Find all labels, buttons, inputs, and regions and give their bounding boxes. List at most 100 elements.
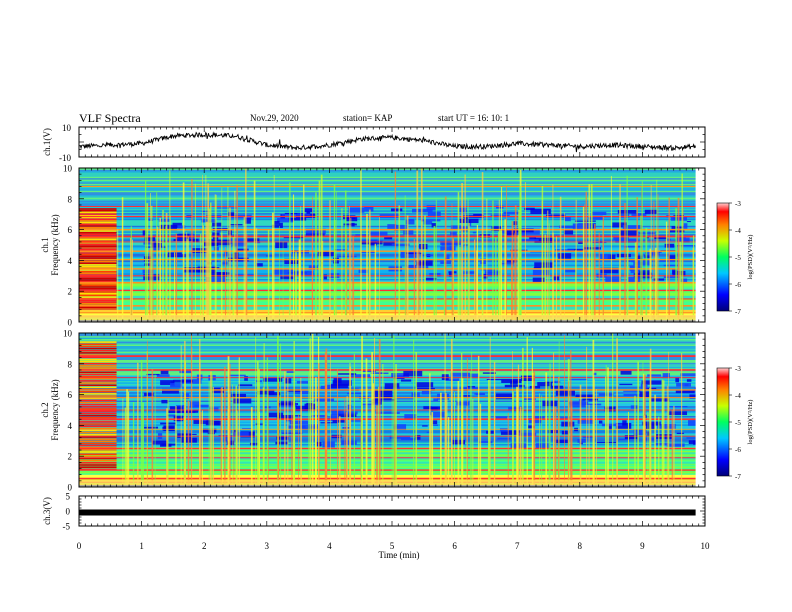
- noise-patch: [194, 404, 210, 408]
- spectrum-row: [79, 345, 705, 348]
- left-block-row: [79, 429, 117, 432]
- noise-patch: [651, 398, 670, 402]
- noise-patch: [668, 406, 688, 408]
- noise-patch: [257, 389, 275, 395]
- noise-patch: [440, 241, 461, 246]
- spectrum-row: [79, 292, 705, 295]
- noise-patch: [653, 278, 665, 281]
- noise-patch: [464, 216, 469, 220]
- noise-patch: [592, 372, 597, 376]
- spectrum-row: [79, 277, 705, 279]
- noise-patch: [450, 225, 462, 230]
- left-block-row: [79, 262, 117, 265]
- noise-patch: [281, 214, 303, 216]
- spectrum-row: [79, 368, 705, 370]
- noise-patch: [638, 270, 650, 276]
- spectrum-row: [79, 354, 705, 356]
- spectrum-row: [79, 261, 705, 264]
- noise-patch: [564, 216, 571, 222]
- noise-patch: [575, 394, 594, 398]
- noise-patch: [205, 420, 220, 426]
- y-tick-label: 10: [63, 164, 73, 174]
- noise-patch: [212, 236, 219, 240]
- noise-patch: [277, 217, 294, 223]
- noise-patch: [268, 412, 284, 418]
- spectrum-row: [79, 254, 705, 257]
- left-block-row: [79, 423, 117, 425]
- noise-patch: [423, 406, 432, 410]
- spectrum-row: [79, 247, 705, 250]
- spectrum-row: [79, 257, 705, 260]
- noise-patch: [560, 417, 571, 419]
- left-block-row: [79, 242, 117, 244]
- spectrum-row: [79, 358, 705, 360]
- left-block-row: [79, 291, 117, 293]
- left-block-row: [79, 436, 117, 438]
- noise-patch: [421, 390, 432, 395]
- noise-patch: [627, 277, 642, 283]
- left-block-row: [79, 286, 117, 288]
- date-label: Nov.29, 2020: [250, 113, 299, 123]
- no-data-region: [695, 168, 705, 322]
- noise-patch: [689, 394, 698, 399]
- left-block-row: [79, 457, 117, 460]
- y-tick-label: 10: [62, 123, 72, 133]
- left-block-row: [79, 349, 117, 352]
- x-tick-label: 0: [77, 541, 82, 551]
- noise-patch: [496, 205, 504, 209]
- spectrum-row: [79, 204, 705, 207]
- noise-patch: [320, 422, 338, 424]
- noise-patch: [329, 252, 335, 257]
- spectrum-row: [79, 203, 705, 205]
- noise-patch: [166, 414, 177, 417]
- noise-patch: [431, 223, 437, 228]
- left-block-row: [79, 380, 117, 382]
- noise-patch: [448, 272, 454, 277]
- spectrum-row: [79, 361, 705, 363]
- ch3-y-axis-label: ch.3(V): [42, 497, 52, 525]
- noise-patch: [561, 430, 569, 435]
- left-block-row: [79, 384, 117, 387]
- spectrum-row: [79, 347, 705, 349]
- colorbar-tick-label: -3: [735, 365, 741, 373]
- y-tick-label: 4: [68, 256, 73, 266]
- left-block-row: [79, 362, 117, 365]
- left-block-row: [79, 253, 117, 256]
- left-block-row: [79, 347, 117, 350]
- x-tick-label: 1: [139, 541, 144, 551]
- noise-patch: [624, 246, 642, 248]
- noise-patch: [246, 238, 260, 243]
- spectrogram-image: [79, 168, 705, 322]
- left-block-row: [79, 284, 117, 287]
- noise-patch: [548, 430, 558, 434]
- y-tick-label: -5: [63, 522, 71, 532]
- spectrogram-image: [79, 333, 705, 487]
- noise-patch: [601, 423, 623, 427]
- spectrum-row: [79, 219, 705, 222]
- spectrum-row: [79, 218, 705, 221]
- noise-patch: [393, 424, 407, 431]
- left-block-row: [79, 209, 117, 212]
- noise-patch: [553, 381, 561, 383]
- left-block-row: [79, 208, 117, 210]
- noise-patch: [320, 385, 328, 390]
- noise-patch: [686, 221, 691, 223]
- noise-patch: [508, 406, 524, 411]
- noise-patch: [415, 434, 421, 440]
- y-tick-label: 8: [68, 194, 73, 204]
- x-tick-label: 3: [265, 541, 270, 551]
- noise-patch: [430, 411, 445, 418]
- spectrum-row: [79, 252, 705, 254]
- noise-patch: [361, 251, 376, 253]
- noise-patch: [529, 237, 536, 240]
- noise-patch: [161, 443, 176, 446]
- spectrum-row: [79, 370, 705, 373]
- noise-patch: [332, 257, 339, 264]
- spectrum-row: [79, 187, 705, 190]
- noise-patch: [530, 208, 551, 214]
- left-block-row: [79, 386, 117, 389]
- noise-patch: [683, 223, 688, 229]
- noise-patch: [404, 414, 418, 420]
- noise-patch: [265, 255, 274, 257]
- spectrum-row: [79, 207, 705, 209]
